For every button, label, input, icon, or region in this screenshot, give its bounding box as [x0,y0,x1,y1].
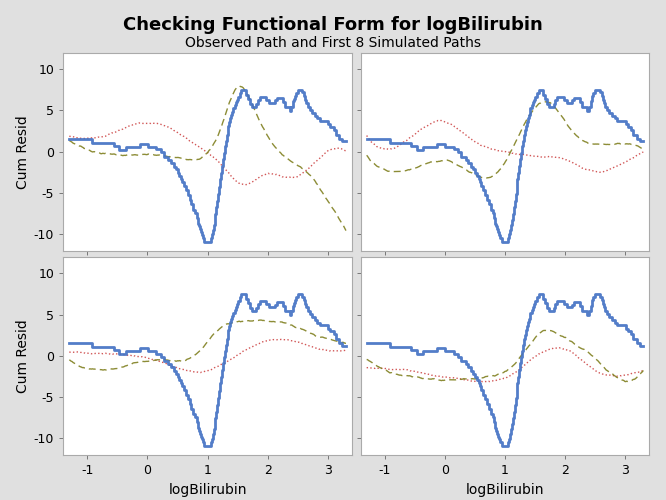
X-axis label: logBilirubin: logBilirubin [466,482,544,496]
Y-axis label: Cum Resid: Cum Resid [16,319,30,392]
Text: Checking Functional Form for logBilirubin: Checking Functional Form for logBilirubi… [123,16,543,34]
Y-axis label: Cum Resid: Cum Resid [16,115,30,188]
X-axis label: logBilirubin: logBilirubin [168,482,247,496]
Text: Observed Path and First 8 Simulated Paths: Observed Path and First 8 Simulated Path… [185,36,481,50]
